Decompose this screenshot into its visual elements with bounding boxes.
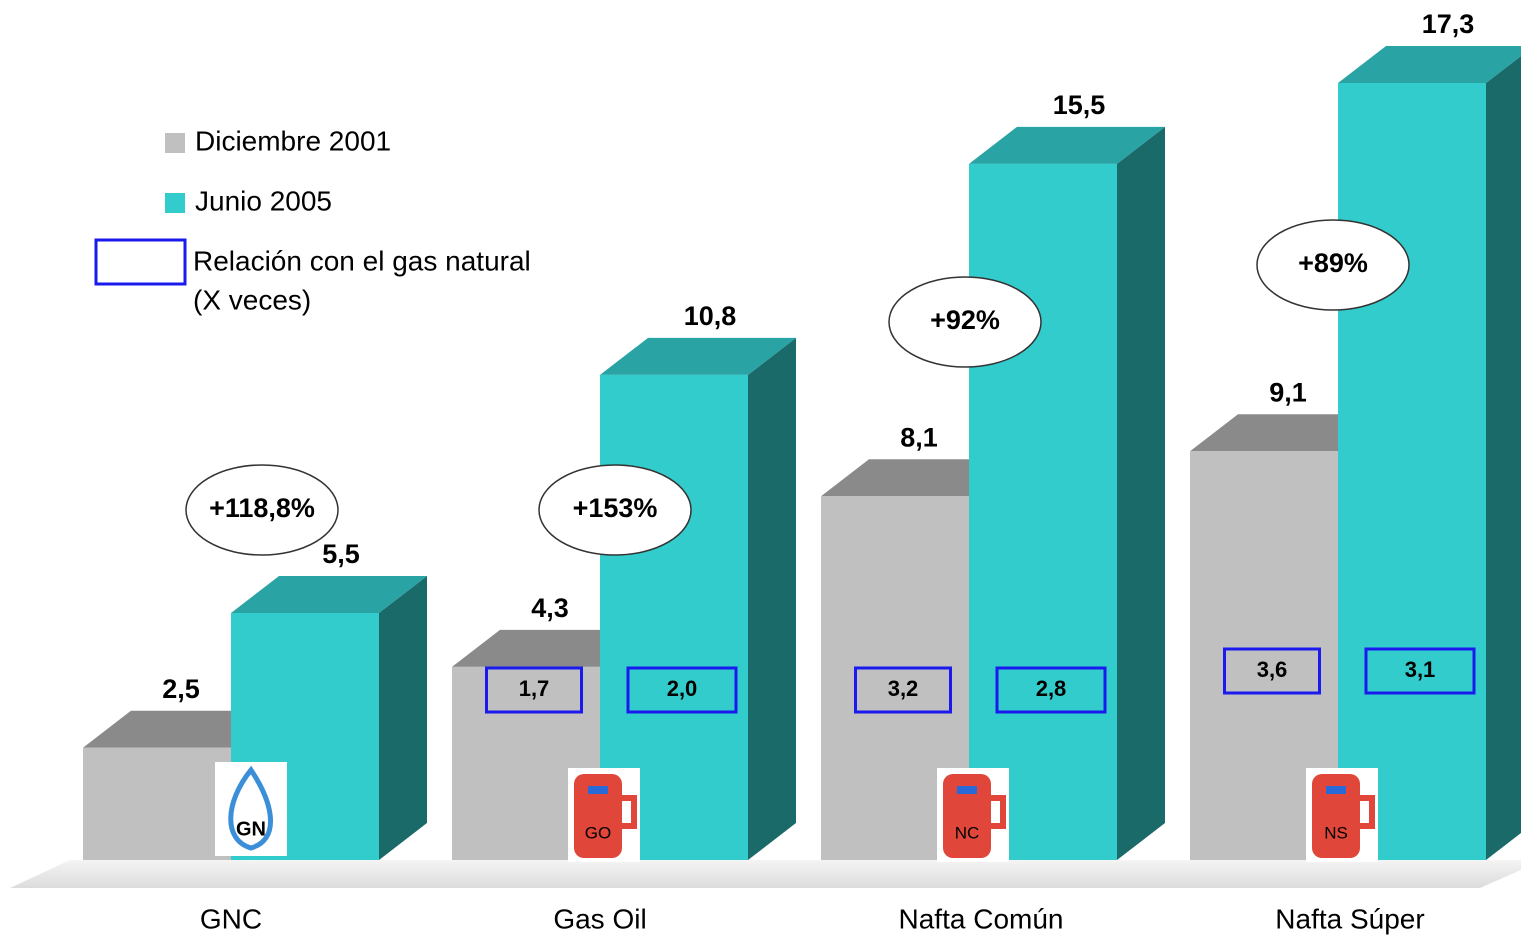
bar-side <box>1117 126 1165 860</box>
bar-front <box>83 747 231 860</box>
x-tick-label: Gas Oil <box>553 903 646 934</box>
growth-label: +118,8% <box>209 493 315 523</box>
growth-label: +153% <box>573 493 658 523</box>
bar-top <box>969 126 1165 164</box>
bar-side <box>1486 56 1521 860</box>
bar-top <box>821 459 1017 497</box>
ratio-label: 3,6 <box>1257 657 1288 682</box>
icon-label: NS <box>1324 823 1348 842</box>
bar-front <box>1338 83 1486 860</box>
growth-bubble <box>888 276 1042 368</box>
icon-hose <box>991 795 1006 829</box>
legend-label: Diciembre 2001 <box>195 125 391 156</box>
bar-top <box>1338 46 1521 83</box>
floor <box>10 860 1521 888</box>
legend-swatch <box>165 193 185 213</box>
ratio-label: 2,8 <box>1036 676 1067 701</box>
x-tick-label: Nafta Común <box>899 903 1064 934</box>
x-tick-label: GNC <box>200 903 262 934</box>
bar-side <box>379 575 427 860</box>
icon-flame <box>228 765 273 851</box>
icon-label: NC <box>955 823 980 842</box>
legend-label: Junio 2005 <box>195 185 332 216</box>
bar-top <box>600 337 796 375</box>
ratio-label: 3,2 <box>888 676 919 701</box>
legend-swatch <box>165 133 185 153</box>
bar <box>1338 46 1521 860</box>
ratio-box <box>1364 647 1476 695</box>
icon-bg <box>215 762 287 856</box>
bar-top <box>83 710 279 748</box>
bar-top <box>1190 414 1386 452</box>
icon-hose <box>1360 795 1375 829</box>
bar-top <box>231 575 427 613</box>
bar <box>969 126 1165 860</box>
growth-bubble <box>185 464 339 556</box>
ratio-box <box>1223 647 1321 695</box>
icon-label: GN <box>236 818 266 840</box>
x-tick-label: Nafta Súper <box>1275 903 1424 934</box>
ratio-label: 2,0 <box>667 676 698 701</box>
growth-bubble <box>1256 219 1410 311</box>
value-label: 17,3 <box>1422 9 1475 39</box>
icon-window <box>1326 786 1346 794</box>
bar-side <box>748 337 796 860</box>
icon-window <box>957 786 977 794</box>
ratio-box <box>485 666 583 714</box>
bar <box>231 575 427 860</box>
bar-front <box>969 163 1117 860</box>
legend-box <box>94 238 187 286</box>
legend-note: Relación con el gas natural <box>193 245 531 276</box>
value-label: 2,5 <box>162 674 200 704</box>
icon-pump <box>574 774 622 858</box>
growth-bubble <box>538 464 692 556</box>
ratio-box <box>854 666 952 714</box>
bar-top <box>452 629 648 667</box>
growth-label: +92% <box>930 305 1000 335</box>
value-label: 9,1 <box>1269 377 1307 407</box>
growth-label: +89% <box>1298 248 1368 278</box>
icon-label: GO <box>585 823 611 842</box>
value-label: 10,8 <box>684 301 737 331</box>
ratio-label: 1,7 <box>519 676 550 701</box>
ratio-box <box>626 666 738 714</box>
icon-pump <box>943 774 991 858</box>
icon-pump <box>1312 774 1360 858</box>
ratio-label: 3,1 <box>1405 657 1436 682</box>
ratio-box <box>995 666 1107 714</box>
legend-note: (X veces) <box>193 284 311 315</box>
value-label: 15,5 <box>1053 90 1106 120</box>
value-label: 5,5 <box>322 539 360 569</box>
value-label: 8,1 <box>900 422 938 452</box>
value-label: 4,3 <box>531 593 569 623</box>
icon-hose <box>622 795 637 829</box>
icon-window <box>588 786 608 794</box>
